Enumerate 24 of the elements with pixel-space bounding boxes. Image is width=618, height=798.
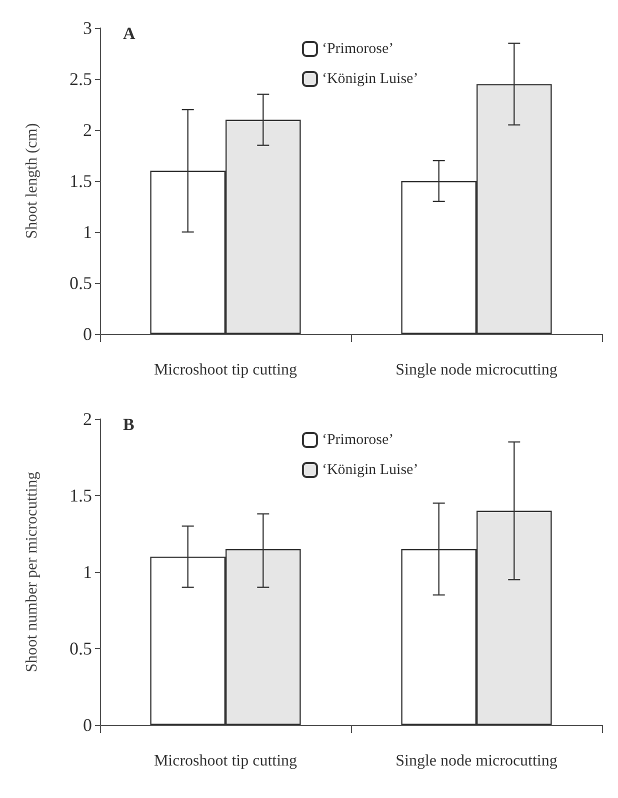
y-tick-label: 0.5 xyxy=(70,273,92,293)
legend-label: ‘Primorose’ xyxy=(322,432,394,448)
chart-title: A xyxy=(123,24,136,43)
legend-label: ‘Königin Luise’ xyxy=(322,462,418,478)
y-axis-title: Shoot number per microcutting xyxy=(24,472,40,672)
y-tick-label: 0.5 xyxy=(70,638,92,658)
y-tick-label: 2 xyxy=(83,409,92,429)
x-tick-label: Microshoot tip cutting xyxy=(154,362,298,378)
x-tick-label: Microshoot tip cutting xyxy=(154,752,298,770)
y-tick-label: 2 xyxy=(83,120,92,140)
y-tick-label: 1 xyxy=(83,222,92,242)
y-tick-label: 0 xyxy=(83,715,92,735)
legend-label: ‘Primorose’ xyxy=(322,41,394,57)
x-tick-label: Single node microcutting xyxy=(396,362,558,378)
y-tick-label: 3 xyxy=(83,18,92,38)
y-axis-title: Shoot length (cm) xyxy=(24,123,40,239)
legend-label: ‘Königin Luise’ xyxy=(322,71,418,87)
y-tick-label: 0 xyxy=(83,324,92,344)
x-tick-label: Single node microcutting xyxy=(396,752,558,770)
y-tick-label: 1.5 xyxy=(70,171,92,191)
y-tick-label: 1 xyxy=(83,562,92,582)
chart-title: B xyxy=(123,415,134,434)
y-tick-label: 1.5 xyxy=(70,486,92,506)
y-tick-label: 2.5 xyxy=(70,69,92,89)
